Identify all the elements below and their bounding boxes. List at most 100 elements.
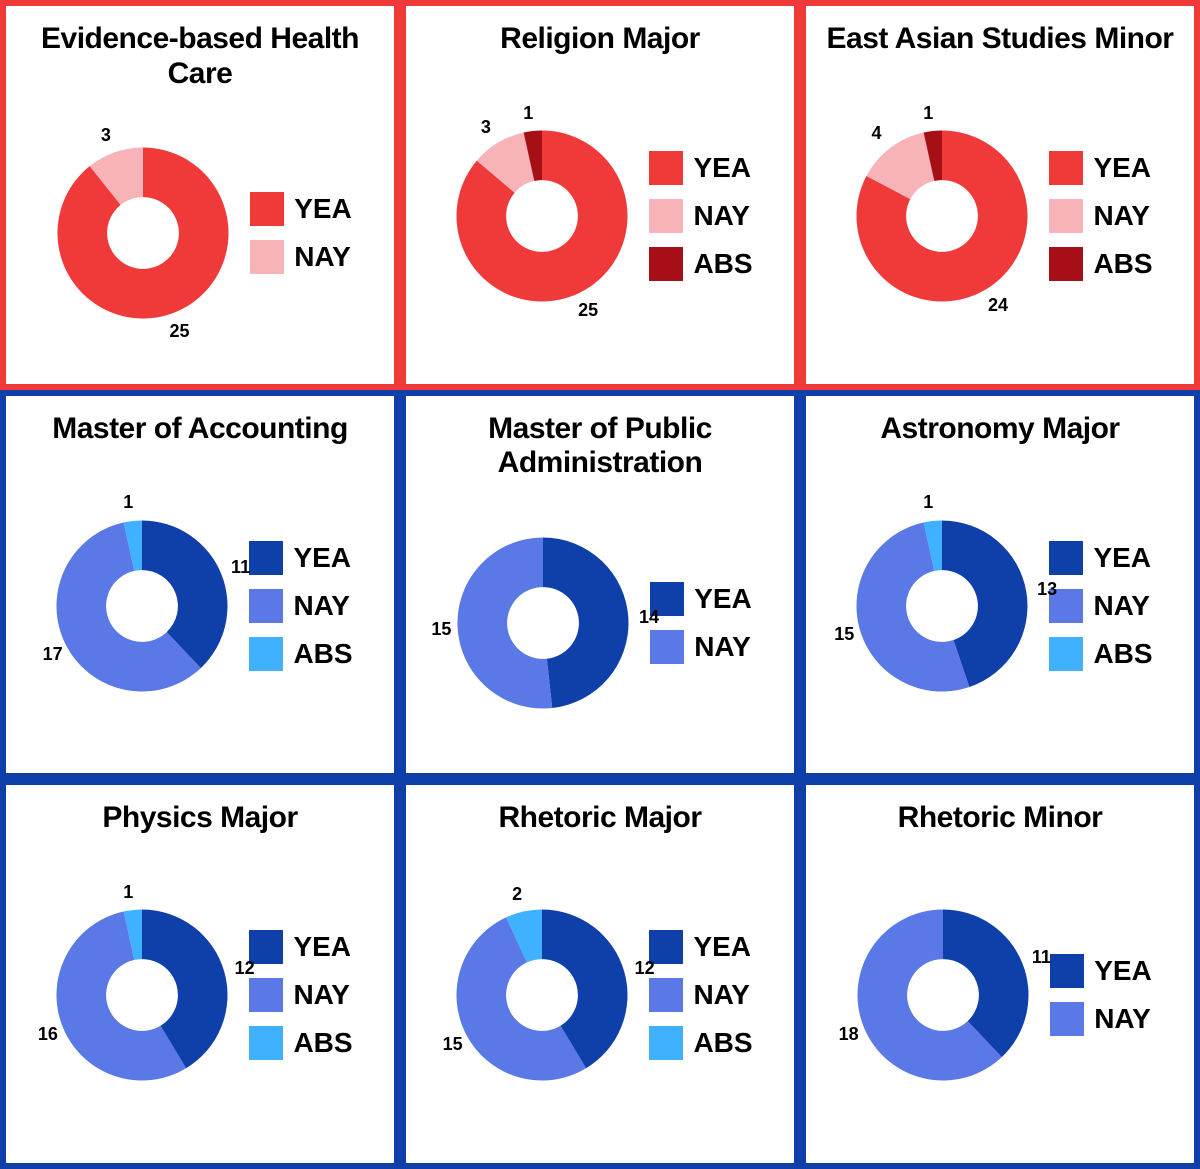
legend-label-abs: ABS <box>293 638 352 670</box>
legend-swatch-abs <box>249 637 283 671</box>
cell-astronomy-major: Astronomy Major13151YEANAYABS <box>800 390 1200 780</box>
value-label-abs: 1 <box>523 103 533 124</box>
donut-chart: 2531 <box>447 121 637 311</box>
legend: YEANAYABS <box>649 151 752 281</box>
legend-label-nay: NAY <box>293 979 350 1011</box>
legend-item-nay: NAY <box>649 978 752 1012</box>
legend-item-abs: ABS <box>649 1026 752 1060</box>
legend-item-yea: YEA <box>1049 541 1152 575</box>
value-label-yea: 25 <box>170 321 190 342</box>
legend: YEA NAY ABS <box>1049 151 1152 281</box>
legend-item-yea: YEA <box>249 541 352 575</box>
chart-row: 2531YEANAYABS <box>414 57 786 376</box>
legend-item-abs: ABS <box>1049 247 1152 281</box>
value-label-yea: 11 <box>231 557 250 578</box>
vote-grid: Evidence-based Health Care253YEANAYRelig… <box>0 0 1200 1169</box>
legend: YEANAYABS <box>1049 541 1152 671</box>
legend: YEA NAY <box>250 192 352 274</box>
legend: YEA NAY <box>1050 954 1152 1036</box>
legend-swatch-yea <box>1050 954 1084 988</box>
donut-chart: 1118 <box>848 900 1038 1090</box>
cell-east-asian-minor: East Asian Studies Minor 2441 YEA NAY ABS <box>800 0 1200 390</box>
donut-chart: 2441 <box>847 121 1037 311</box>
donut-chart: 253 <box>48 138 238 328</box>
chart-row: 11171YEANAYABS <box>14 446 386 765</box>
legend-item-nay: NAY <box>650 630 752 664</box>
legend-swatch-abs <box>649 1026 683 1060</box>
legend-label-nay: NAY <box>1093 590 1150 622</box>
legend-label-yea: YEA <box>1093 542 1151 574</box>
legend-item-abs: ABS <box>249 1026 352 1060</box>
cell-master-accounting: Master of Accounting11171YEANAYABS <box>0 390 400 780</box>
chart-row: 1415YEANAY <box>414 481 786 766</box>
value-label-nay: 4 <box>871 123 881 144</box>
legend-item-nay: NAY <box>649 199 752 233</box>
value-label-nay: 16 <box>38 1024 58 1045</box>
chart-row: 13151YEANAYABS <box>814 446 1186 765</box>
cell-title: Master of Accounting <box>14 408 386 447</box>
donut-chart: 12152 <box>447 900 637 1090</box>
legend-label-nay: NAY <box>1094 1003 1151 1035</box>
value-label-nay: 18 <box>839 1024 859 1045</box>
legend-item-nay: NAY <box>250 240 352 274</box>
cell-title: Religion Major <box>414 18 786 57</box>
legend-swatch-nay <box>249 589 283 623</box>
cell-physics-major: Physics Major12161YEANAYABS <box>0 779 400 1169</box>
legend-swatch-nay <box>650 630 684 664</box>
legend-label-yea: YEA <box>294 193 352 225</box>
legend-label-nay: NAY <box>693 200 750 232</box>
legend-item-nay: NAY <box>249 589 352 623</box>
legend-swatch-abs <box>1049 637 1083 671</box>
legend: YEA NAY ABS <box>249 541 352 671</box>
value-label-yea: 13 <box>1037 579 1057 600</box>
chart-row: 253 YEA NAY <box>14 91 386 376</box>
legend-label-yea: YEA <box>1093 152 1151 184</box>
value-label-yea: 12 <box>635 958 655 979</box>
cell-rhetoric-major: Rhetoric Major12152YEANAYABS <box>400 779 800 1169</box>
legend-swatch-nay <box>649 199 683 233</box>
legend-label-yea: YEA <box>693 931 751 963</box>
cell-rhetoric-minor: Rhetoric Minor1118YEANAY <box>800 779 1200 1169</box>
legend-label-nay: NAY <box>294 241 351 273</box>
legend-label-nay: NAY <box>694 631 751 663</box>
legend-item-yea: YEA <box>649 151 752 185</box>
legend-label-nay: NAY <box>293 590 350 622</box>
legend-swatch-nay <box>250 240 284 274</box>
value-label-nay: 15 <box>443 1034 463 1055</box>
value-label-abs: 1 <box>923 492 933 513</box>
value-label-yea: 25 <box>578 300 598 321</box>
legend-label-abs: ABS <box>693 1027 752 1059</box>
slice-nay <box>458 537 553 708</box>
value-label-nay: 3 <box>481 117 491 138</box>
legend-label-yea: YEA <box>693 152 751 184</box>
legend-label-yea: YEA <box>1094 955 1152 987</box>
value-label-abs: 1 <box>123 492 133 513</box>
cell-evidence-health: Evidence-based Health Care 253 YEA NAY <box>0 0 400 390</box>
cell-title: East Asian Studies Minor <box>814 18 1186 57</box>
legend-label-yea: YEA <box>293 542 351 574</box>
legend-item-abs: ABS <box>249 637 352 671</box>
legend-item-yea: YEA <box>249 930 352 964</box>
legend-label-nay: NAY <box>1093 200 1150 232</box>
legend-item-yea: YEA <box>250 192 352 226</box>
chart-row: 2441 YEA NAY ABS <box>814 57 1186 376</box>
chart-row: 1118 YEA NAY <box>814 836 1186 1155</box>
legend-swatch-yea <box>649 151 683 185</box>
legend-label-yea: YEA <box>293 931 351 963</box>
legend-item-nay: NAY <box>1050 1002 1152 1036</box>
legend-item-yea: YEA <box>649 930 752 964</box>
cell-religion-major: Religion Major2531YEANAYABS <box>400 0 800 390</box>
legend-item-nay: NAY <box>249 978 352 1012</box>
legend-swatch-yea <box>249 541 283 575</box>
cell-title: Astronomy Major <box>814 408 1186 447</box>
cell-title: Evidence-based Health Care <box>14 18 386 91</box>
chart-row: 12152 YEA NAY ABS <box>414 836 786 1155</box>
value-label-yea: 14 <box>639 607 659 628</box>
value-label-nay: 15 <box>834 624 854 645</box>
cell-title: Physics Major <box>14 797 386 836</box>
legend-item-nay: NAY <box>1049 199 1152 233</box>
legend-swatch-abs <box>649 247 683 281</box>
legend-item-nay: NAY <box>1049 589 1152 623</box>
legend-item-yea: YEA <box>650 582 752 616</box>
legend-label-abs: ABS <box>293 1027 352 1059</box>
